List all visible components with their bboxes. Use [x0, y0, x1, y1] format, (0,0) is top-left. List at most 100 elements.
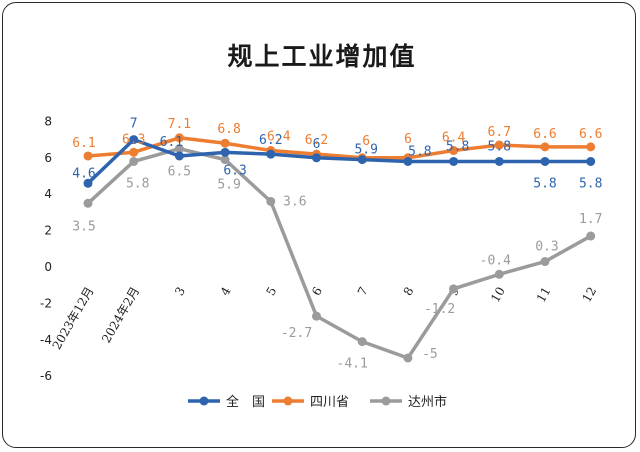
data-label: -5 — [422, 347, 438, 362]
data-point — [220, 138, 230, 148]
chart-frame — [2, 2, 636, 448]
data-point — [312, 153, 321, 163]
data-label: 6.1 — [72, 136, 95, 151]
x-tick-label: 12 — [580, 285, 600, 305]
x-tick-label: 3 — [172, 285, 188, 299]
y-tick-label: -6 — [40, 369, 52, 383]
legend-label: 达州市 — [408, 394, 447, 410]
data-label: -4.1 — [337, 357, 368, 372]
data-label: 6.6 — [579, 127, 602, 142]
data-label: 6.4 — [267, 130, 291, 145]
data-label: 5.8 — [533, 176, 556, 191]
data-point — [129, 147, 139, 157]
x-tick-label: 2024年2月 — [99, 285, 142, 346]
data-point — [174, 144, 184, 154]
data-label: -1.2 — [424, 302, 455, 317]
x-tick-label: 11 — [534, 285, 554, 305]
legend-swatch-marker — [199, 396, 209, 406]
x-tick-label: 4 — [218, 284, 234, 298]
data-label: 6.8 — [217, 122, 240, 137]
data-label: 5.9 — [217, 178, 240, 193]
y-tick-label: 2 — [44, 224, 52, 238]
data-label: 6.7 — [488, 125, 511, 140]
data-label: 0.3 — [535, 240, 558, 255]
data-label: 5.8 — [579, 176, 602, 191]
x-tick-label: 5 — [263, 285, 279, 299]
legend-swatch-marker — [283, 396, 293, 406]
series-line-2 — [86, 146, 593, 360]
data-point — [403, 353, 413, 363]
legend-swatch-marker — [381, 396, 391, 406]
data-point — [494, 156, 504, 166]
legend-item: 达州市 — [370, 394, 447, 410]
data-point — [83, 151, 93, 161]
y-tick-label: -4 — [40, 333, 52, 347]
data-point — [174, 151, 184, 161]
data-label: 7 — [130, 117, 138, 132]
data-point — [357, 337, 367, 347]
x-tick-label: 8 — [401, 285, 417, 299]
x-tick-label: 2023年12月 — [50, 285, 97, 352]
y-tick-label: 4 — [44, 187, 52, 201]
data-point — [83, 178, 93, 188]
data-label: 5.8 — [488, 139, 511, 154]
data-label: 5.8 — [126, 176, 149, 191]
data-point — [129, 156, 139, 166]
data-label: 5.8 — [408, 144, 431, 159]
data-point — [83, 198, 93, 208]
data-label: 7.1 — [168, 117, 191, 132]
legend-label: 四川省 — [310, 395, 349, 410]
data-point — [540, 257, 550, 267]
data-label: -2.7 — [281, 326, 312, 341]
data-point — [220, 147, 230, 157]
data-point — [449, 146, 459, 156]
data-point — [266, 149, 276, 159]
data-point — [494, 140, 504, 150]
data-point — [312, 311, 321, 321]
data-point — [357, 155, 367, 165]
x-tick-label: 6 — [309, 285, 325, 299]
data-point — [540, 156, 550, 166]
data-point — [449, 156, 459, 166]
x-tick-label: 10 — [488, 285, 508, 305]
y-tick-label: 6 — [44, 151, 52, 165]
data-point — [540, 142, 550, 152]
data-label: 5.8 — [446, 139, 469, 154]
legend-item: 四川省 — [272, 395, 349, 410]
data-point — [220, 155, 230, 165]
legend-item: 全 国 — [188, 394, 265, 410]
data-label: 6.6 — [533, 127, 556, 142]
data-label: 6.3 — [223, 163, 246, 178]
data-label: 6.3 — [122, 132, 145, 147]
data-point — [129, 135, 139, 145]
data-point — [586, 156, 596, 166]
data-point — [449, 284, 459, 294]
data-label: 6.2 — [259, 133, 282, 148]
data-point — [586, 231, 596, 241]
data-label: 6 — [313, 137, 321, 152]
data-label: 6.5 — [168, 165, 191, 180]
data-label: -0.4 — [480, 253, 511, 268]
data-label: 4.6 — [72, 166, 95, 181]
series-line-1 — [86, 136, 593, 160]
data-label: 3.6 — [283, 194, 306, 209]
data-label: 6 — [362, 134, 370, 149]
data-point — [403, 156, 413, 166]
data-label: 5.9 — [354, 143, 377, 158]
data-label: 6 — [404, 132, 412, 147]
data-label: 3.5 — [72, 219, 95, 234]
y-tick-label: 0 — [44, 260, 52, 274]
y-tick-label: 8 — [44, 114, 52, 128]
data-point — [174, 133, 184, 143]
legend-label: 全 国 — [226, 394, 265, 410]
series-line-0 — [86, 137, 593, 186]
y-tick-label: -2 — [40, 296, 52, 310]
data-label: 6.1 — [160, 135, 183, 150]
data-point — [266, 196, 276, 206]
data-point — [494, 269, 504, 279]
data-label: 6.2 — [305, 133, 328, 148]
data-point — [586, 142, 596, 152]
data-label: 6.4 — [442, 131, 466, 146]
chart-title: 规上工业增加值 — [227, 42, 416, 71]
